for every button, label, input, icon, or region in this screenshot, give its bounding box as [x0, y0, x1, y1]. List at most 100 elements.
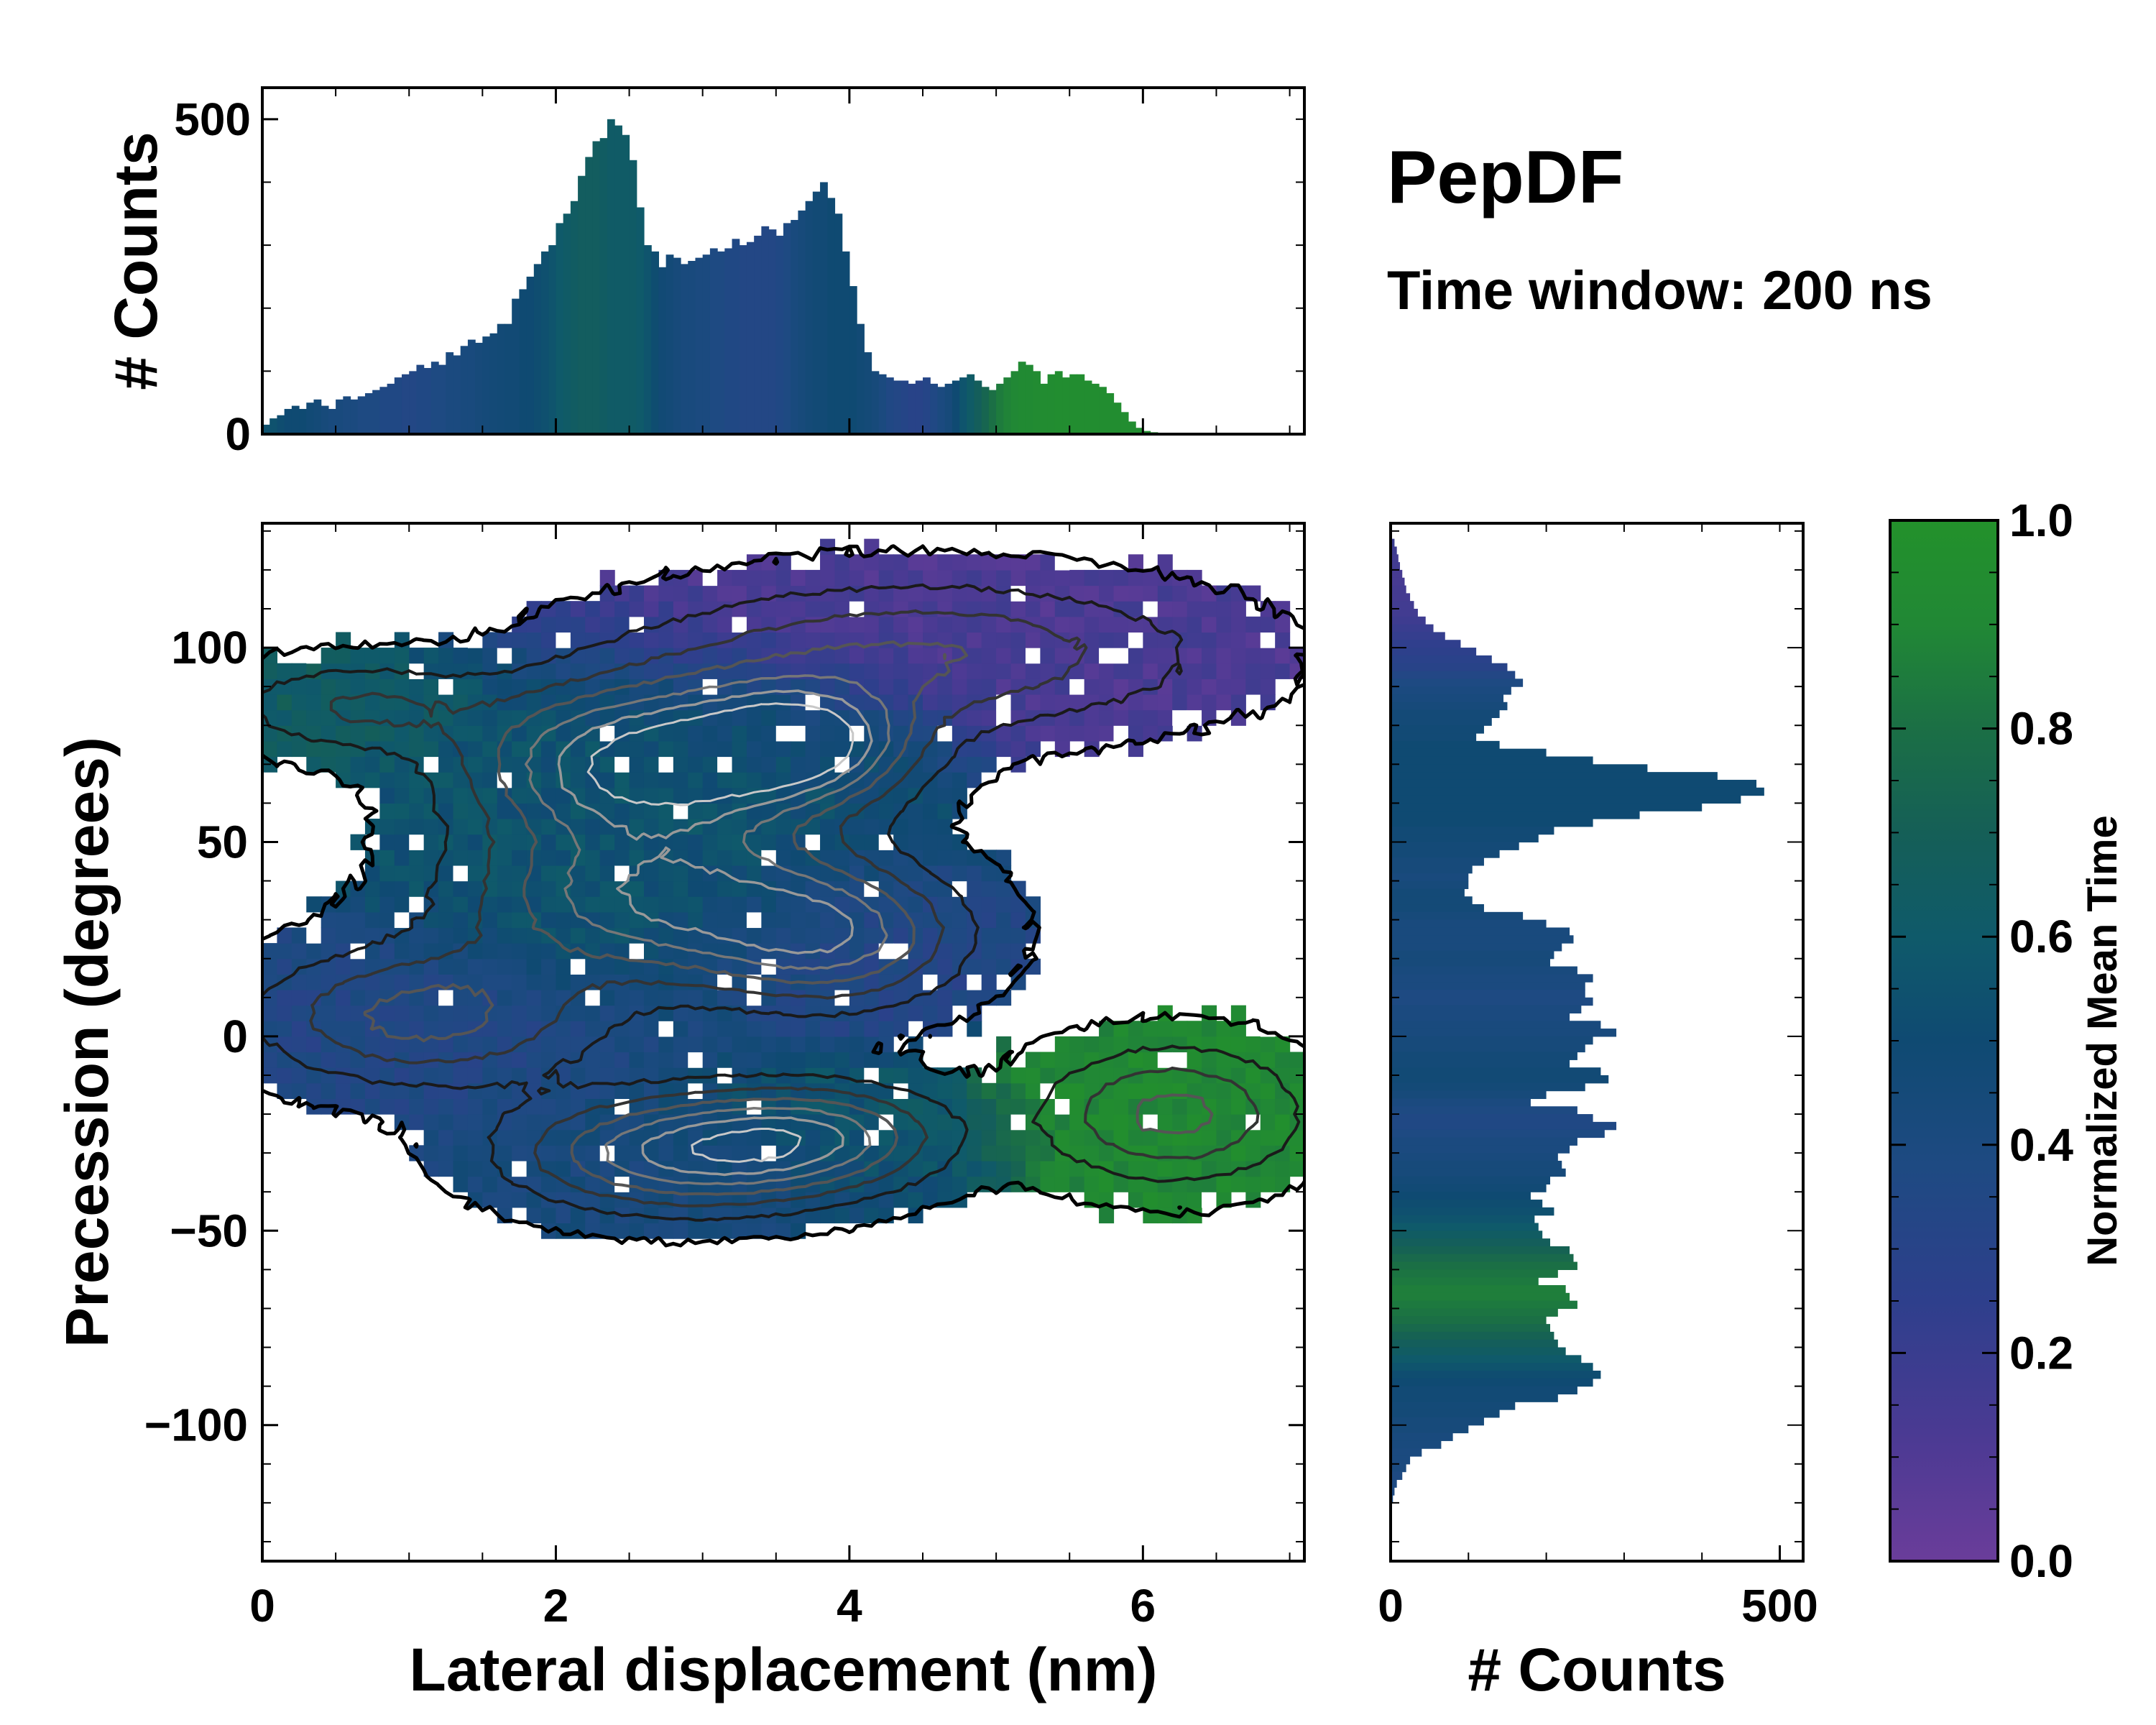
heatmap-cell: [1069, 1036, 1085, 1053]
heatmap-cell: [599, 632, 615, 648]
heatmap-cell: [864, 585, 880, 602]
heatmap-cell: [599, 1160, 615, 1177]
heatmap-cell: [805, 834, 821, 850]
heatmap-cell: [570, 1207, 586, 1224]
heatmap-cell: [570, 632, 586, 648]
heatmap-cell: [688, 896, 704, 913]
heatmap-cell: [1054, 1082, 1070, 1100]
heatmap-cell: [482, 1192, 498, 1208]
heatmap-cell: [981, 865, 997, 882]
heatmap-cell: [409, 927, 425, 944]
heatmap-cell: [570, 740, 586, 758]
heatmap-cell: [423, 756, 439, 773]
heatmap-cell: [746, 880, 762, 897]
heatmap-cell: [820, 1052, 836, 1068]
right-histogram-bar: [1391, 1425, 1469, 1434]
heatmap-cell: [409, 1021, 425, 1037]
right-histogram-bar: [1391, 593, 1411, 602]
heatmap-cell: [688, 787, 704, 804]
heatmap-cell: [923, 648, 939, 664]
heatmap-cell: [996, 648, 1012, 664]
heatmap-cell: [805, 725, 821, 742]
heatmap-cell: [746, 1114, 762, 1131]
right-histogram-bar: [1391, 1137, 1577, 1146]
heatmap-cell: [379, 850, 395, 866]
heatmap-cell: [423, 1160, 439, 1177]
heatmap-cell: [1202, 1052, 1217, 1068]
heatmap-cell: [394, 678, 410, 695]
heatmap-cell: [805, 880, 821, 897]
heatmap-cell: [438, 880, 454, 897]
heatmap-cell: [438, 1005, 454, 1021]
heatmap-cell: [614, 601, 630, 617]
heatmap-cell: [967, 1021, 982, 1037]
top-histogram-bar: [820, 182, 828, 435]
heatmap-cell: [820, 1021, 836, 1037]
heatmap-cell: [614, 648, 630, 664]
heatmap-cell: [453, 694, 469, 711]
heatmap-cell: [761, 834, 777, 850]
right-histogram-bar: [1391, 1261, 1577, 1270]
heatmap-cell: [864, 554, 880, 571]
heatmap-cell: [1260, 1098, 1276, 1115]
heatmap-cell: [409, 1098, 425, 1115]
heatmap-cell: [805, 958, 821, 975]
heatmap-cell: [512, 1067, 528, 1084]
heatmap-cell: [732, 943, 747, 960]
heatmap-cell: [688, 648, 704, 664]
heatmap-cell: [482, 974, 498, 990]
top-histogram-bars: [262, 119, 1173, 435]
top-histogram-bar: [981, 387, 990, 434]
heatmap-cell: [556, 1021, 571, 1037]
heatmap-cell: [364, 943, 380, 960]
heatmap-cell: [512, 819, 528, 835]
heatmap-cell: [761, 740, 777, 758]
heatmap-cell: [791, 1098, 806, 1115]
heatmap-cell: [423, 850, 439, 866]
right-histogram-bar: [1391, 865, 1473, 874]
right-histogram-bar: [1391, 819, 1593, 827]
heatmap-cell: [526, 632, 542, 648]
heatmap-cell: [717, 911, 733, 929]
top-histogram-bar: [1033, 371, 1041, 434]
heatmap-cell: [585, 616, 601, 633]
heatmap-cell: [453, 1145, 469, 1162]
heatmap-cell: [717, 678, 733, 695]
heatmap-cell: [394, 709, 410, 726]
heatmap-cell: [364, 865, 380, 882]
heatmap-cell: [336, 725, 351, 742]
heatmap-cell: [570, 616, 586, 633]
heatmap-cell: [864, 709, 880, 726]
top-histogram-bar: [1099, 387, 1107, 434]
heatmap-cell: [570, 1005, 586, 1021]
heatmap-cell: [923, 694, 939, 711]
heatmap-cell: [1010, 1145, 1026, 1162]
heatmap-cell: [1172, 585, 1188, 602]
heatmap-cell: [1084, 1052, 1100, 1068]
heatmap-cell: [291, 1067, 307, 1084]
heatmap-cell: [967, 1129, 982, 1146]
heatmap-cell: [512, 943, 528, 960]
top-histogram-bar: [673, 257, 681, 434]
heatmap-cell: [1157, 1114, 1173, 1131]
heatmap-cell: [732, 803, 747, 819]
heatmap-cell: [453, 1036, 469, 1053]
heatmap-cell: [629, 663, 645, 679]
heatmap-cell: [775, 834, 791, 850]
heatmap-cell: [864, 616, 880, 633]
heatmap-cell: [878, 632, 894, 648]
heatmap-cell: [453, 911, 469, 929]
heatmap-cell: [908, 896, 923, 913]
heatmap-cell: [497, 927, 512, 944]
heatmap-cell: [805, 756, 821, 773]
heatmap-cell: [438, 865, 454, 882]
heatmap-cell: [643, 1145, 660, 1162]
heatmap-cell: [849, 648, 865, 664]
heatmap-cell: [1069, 1114, 1085, 1131]
top-histogram-bar: [849, 286, 857, 434]
heatmap-cell: [336, 772, 351, 788]
heatmap-cell: [526, 850, 542, 866]
heatmap-cell: [688, 911, 704, 929]
heatmap-cell: [746, 1082, 762, 1100]
top-histogram-bar: [1062, 377, 1070, 434]
